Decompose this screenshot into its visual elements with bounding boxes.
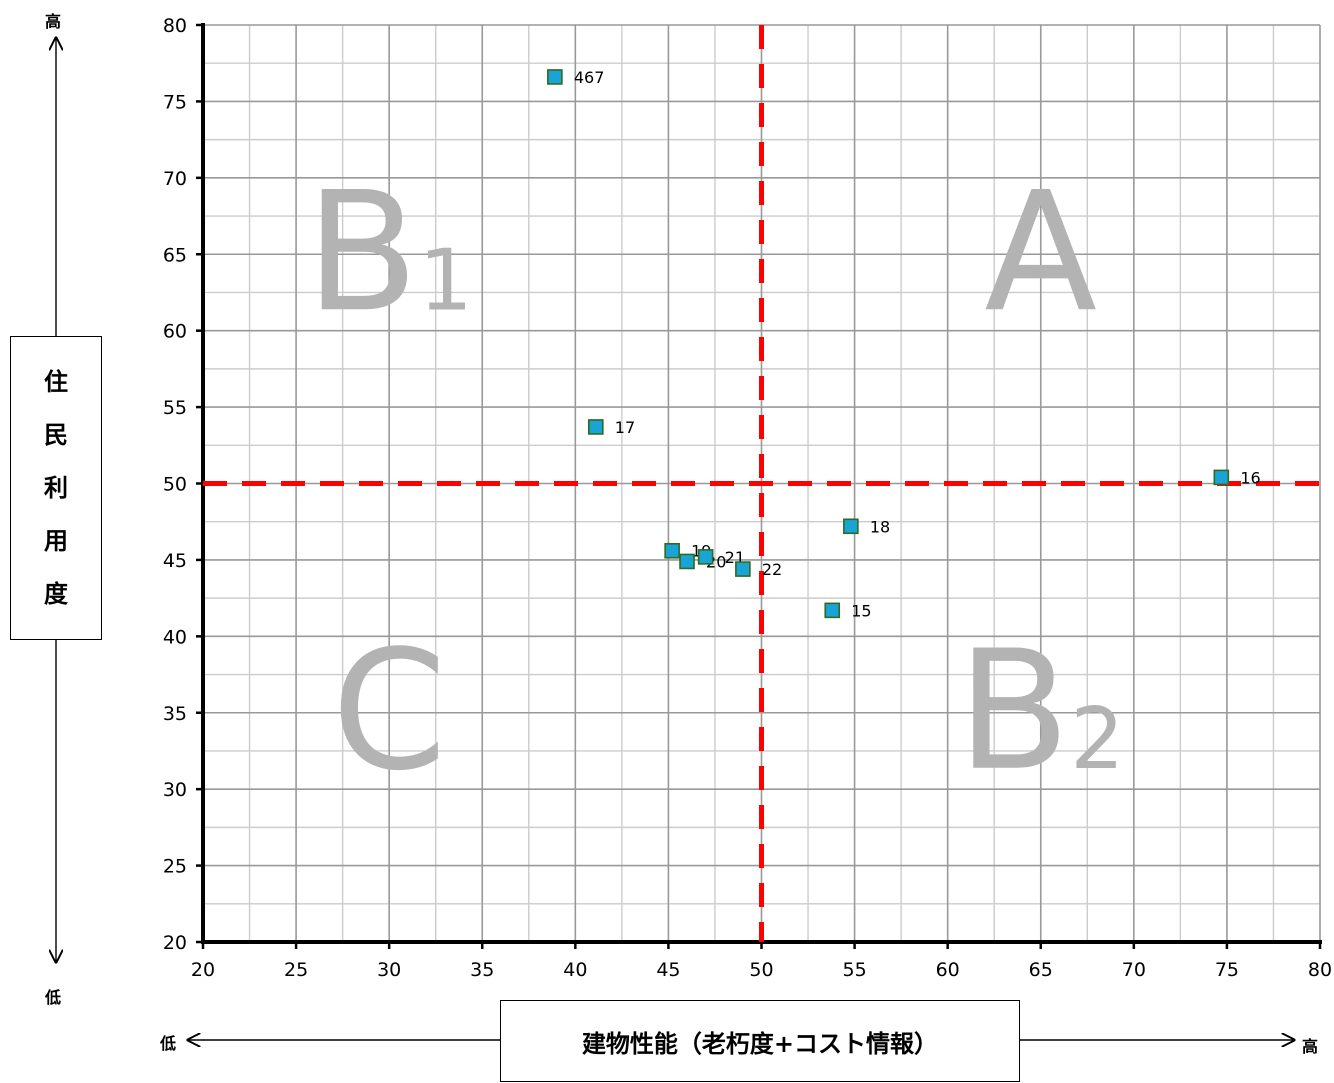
y-axis-title-char: 住	[44, 367, 68, 396]
quadrant-label: B1	[306, 156, 473, 348]
x-tick-label: 65	[1029, 959, 1053, 981]
tick-labels: 20 25 30 35 40 45 50 55 60 65 70 75 80 20 25 30 35 40 45 50…	[163, 15, 1332, 981]
x-tick-label: 35	[470, 959, 494, 981]
y-tick-label: 55	[163, 397, 187, 419]
data-point	[843, 518, 859, 535]
data-label: 22	[762, 560, 782, 579]
data-point	[664, 542, 680, 559]
y-axis-title-box: 住民利用度	[10, 336, 102, 640]
data-label: 16	[1240, 468, 1260, 487]
data-point	[735, 561, 751, 577]
y-tick-label: 50	[163, 474, 187, 496]
data-label: 18	[870, 517, 890, 536]
x-tick-label: 40	[563, 959, 587, 981]
y-tick-label: 35	[163, 703, 187, 725]
y-tick-label: 20	[163, 932, 187, 954]
y-tick-label: 30	[163, 779, 187, 801]
y-axis-title-char: 度	[44, 579, 68, 608]
quadrant-label: C	[332, 615, 447, 807]
x-axis-high-label: 高	[1302, 1037, 1319, 1056]
y-tick-label: 65	[163, 244, 187, 266]
x-axis-low-label: 低	[160, 1034, 177, 1053]
x-tick-label: 75	[1215, 959, 1239, 981]
y-axis-title-char: 利	[44, 473, 68, 502]
data-point	[697, 549, 714, 565]
threshold-lines	[203, 25, 1320, 942]
x-tick-label: 60	[936, 959, 960, 981]
axis-arrows	[56, 38, 1294, 1040]
y-axis-low-label: 低	[45, 988, 62, 1007]
y-tick-label: 25	[163, 856, 187, 878]
data-point	[547, 69, 563, 85]
y-tick-label: 80	[163, 15, 187, 37]
y-tick-label: 45	[163, 550, 187, 572]
y-axis-title-char: 民	[44, 420, 68, 449]
y-tick-label: 40	[163, 626, 187, 648]
x-tick-label: 30	[377, 959, 401, 981]
data-points: 4671716181920212215	[547, 68, 1261, 620]
y-axis-high-label: 高	[45, 12, 62, 31]
x-tick-label: 45	[656, 959, 680, 981]
x-tick-label: 80	[1308, 959, 1332, 981]
data-point	[824, 602, 841, 619]
x-axis-title-box: 建物性能（老朽度+コスト情報）	[500, 1000, 1020, 1082]
x-tick-label: 25	[284, 959, 308, 981]
y-axis-title-char: 用	[44, 526, 68, 555]
y-tick-label: 70	[163, 168, 187, 190]
quadrant-label: B2	[957, 615, 1124, 807]
x-tick-label: 55	[842, 959, 866, 981]
quadrant-label: A	[984, 156, 1097, 348]
data-point	[1213, 469, 1230, 486]
data-label: 15	[851, 601, 871, 620]
data-point	[588, 419, 604, 435]
x-tick-label: 20	[191, 959, 215, 981]
data-label: 17	[615, 418, 635, 437]
quadrant-labels: B1 A C B2	[306, 156, 1125, 807]
data-point	[679, 553, 695, 570]
y-tick-label: 75	[163, 91, 187, 113]
x-tick-label: 50	[749, 959, 773, 981]
x-tick-label: 70	[1122, 959, 1146, 981]
x-axis-title: 建物性能（老朽度+コスト情報）	[581, 1029, 939, 1058]
y-tick-label: 60	[163, 321, 187, 343]
data-label: 467	[574, 68, 605, 87]
